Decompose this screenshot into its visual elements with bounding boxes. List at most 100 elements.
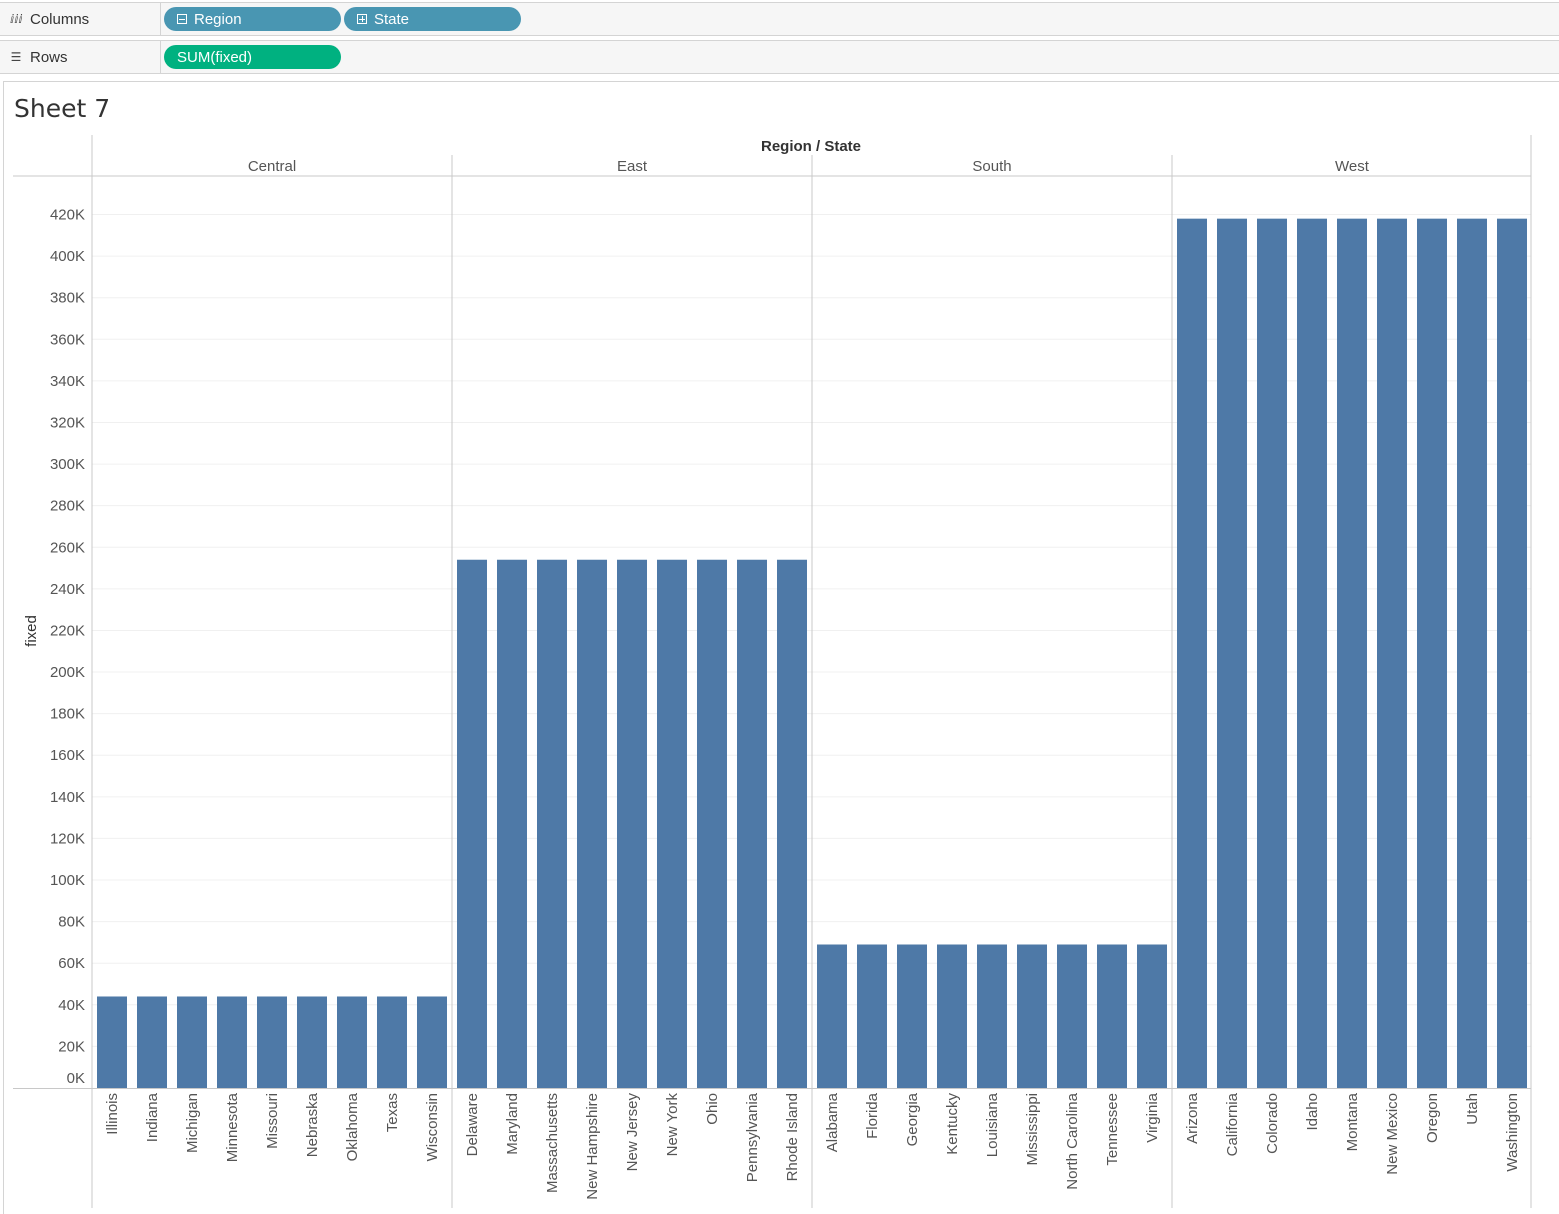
bar	[97, 996, 127, 1088]
bar	[617, 559, 647, 1088]
rows-shelf: ☰ Rows SUM(fixed)	[0, 40, 1559, 74]
bar	[657, 559, 687, 1088]
y-tick-label: 280K	[50, 498, 85, 515]
x-tick-label: Delaware	[464, 1093, 481, 1156]
region-pill-label: Region	[194, 10, 242, 28]
y-tick-label: 160K	[50, 747, 85, 764]
y-axis-label: fixed	[23, 615, 40, 647]
region-header: West	[1335, 158, 1370, 175]
bar	[1417, 218, 1447, 1088]
bar	[417, 996, 447, 1088]
y-tick-label: 0K	[67, 1070, 85, 1087]
x-tick-label: Kentucky	[944, 1093, 961, 1155]
x-tick-label: Florida	[864, 1092, 881, 1139]
x-tick-label: New Jersey	[624, 1093, 641, 1172]
bar	[1137, 944, 1167, 1088]
x-tick-label: Oklahoma	[344, 1092, 361, 1161]
y-tick-label: 60K	[58, 955, 85, 972]
bar	[137, 996, 167, 1088]
x-tick-label: Mississippi	[1024, 1093, 1041, 1166]
bar	[857, 944, 887, 1088]
x-tick-label: North Carolina	[1064, 1092, 1081, 1189]
bar	[177, 996, 207, 1088]
y-tick-label: 260K	[50, 539, 85, 556]
bar	[457, 559, 487, 1088]
x-tick-label: New York	[664, 1093, 681, 1157]
x-tick-label: Arizona	[1184, 1092, 1201, 1144]
bar	[1497, 218, 1527, 1088]
region-pill[interactable]: Region	[164, 7, 341, 31]
bar	[937, 944, 967, 1088]
expand-icon[interactable]	[357, 14, 367, 24]
region-header: East	[617, 158, 648, 175]
columns-shelf-label: ⅈⅈⅈ Columns	[0, 3, 161, 35]
column-header: Region / State	[761, 138, 861, 155]
y-tick-label: 180K	[50, 706, 85, 723]
x-tick-label: New Mexico	[1384, 1093, 1401, 1175]
state-pill[interactable]: State	[344, 7, 521, 31]
y-tick-label: 300K	[50, 456, 85, 473]
bar	[577, 559, 607, 1088]
rows-label: Rows	[30, 48, 68, 66]
bar	[1457, 218, 1487, 1088]
bar	[217, 996, 247, 1088]
x-tick-label: Montana	[1344, 1092, 1361, 1151]
x-tick-label: Minnesota	[224, 1092, 241, 1162]
x-tick-label: New Hampshire	[584, 1093, 601, 1200]
x-tick-label: Washington	[1504, 1093, 1521, 1172]
rows-shelf-label: ☰ Rows	[0, 41, 161, 73]
x-tick-label: Colorado	[1264, 1093, 1281, 1154]
bar	[297, 996, 327, 1088]
region-header: South	[972, 158, 1011, 175]
y-tick-label: 240K	[50, 581, 85, 598]
bar	[1057, 944, 1087, 1088]
y-tick-label: 200K	[50, 664, 85, 681]
bar	[1257, 218, 1287, 1088]
bar	[377, 996, 407, 1088]
sheet-area	[3, 81, 1559, 1214]
x-tick-label: Tennessee	[1104, 1093, 1121, 1166]
region-header: Central	[248, 158, 296, 175]
x-tick-label: Wisconsin	[424, 1093, 441, 1161]
bar	[1097, 944, 1127, 1088]
y-tick-label: 380K	[50, 290, 85, 307]
collapse-icon[interactable]	[177, 14, 187, 24]
y-tick-label: 100K	[50, 872, 85, 889]
bar	[1217, 218, 1247, 1088]
bar	[1177, 218, 1207, 1088]
bar	[777, 559, 807, 1088]
bar	[1337, 218, 1367, 1088]
y-tick-label: 80K	[58, 914, 85, 931]
x-tick-label: Illinois	[104, 1093, 121, 1135]
y-tick-label: 120K	[50, 830, 85, 847]
x-tick-label: Utah	[1464, 1093, 1481, 1125]
columns-icon: ⅈⅈⅈ	[10, 12, 23, 26]
x-tick-label: Maryland	[504, 1093, 521, 1155]
y-tick-label: 360K	[50, 331, 85, 348]
bar	[257, 996, 287, 1088]
x-tick-label: Texas	[384, 1093, 401, 1132]
bar	[817, 944, 847, 1088]
bar	[737, 559, 767, 1088]
state-pill-label: State	[374, 10, 410, 28]
x-tick-label: Idaho	[1304, 1093, 1321, 1131]
sum-fixed-pill[interactable]: SUM(fixed)	[164, 45, 341, 69]
rows-icon: ☰	[10, 50, 22, 64]
y-tick-label: 400K	[50, 248, 85, 265]
x-tick-label: California	[1224, 1092, 1241, 1156]
bar	[697, 559, 727, 1088]
x-tick-label: Oregon	[1424, 1093, 1441, 1143]
sum-fixed-pill-label: SUM(fixed)	[177, 48, 253, 66]
bar	[337, 996, 367, 1088]
x-tick-label: Massachusetts	[544, 1093, 561, 1193]
bar	[897, 944, 927, 1088]
y-tick-label: 40K	[58, 997, 85, 1014]
bar	[1297, 218, 1327, 1088]
columns-label: Columns	[30, 10, 90, 28]
columns-shelf: ⅈⅈⅈ Columns Region State	[0, 2, 1559, 36]
x-tick-label: Alabama	[824, 1092, 841, 1152]
x-tick-label: Michigan	[184, 1093, 201, 1153]
bar	[1017, 944, 1047, 1088]
x-tick-label: Indiana	[144, 1092, 161, 1142]
